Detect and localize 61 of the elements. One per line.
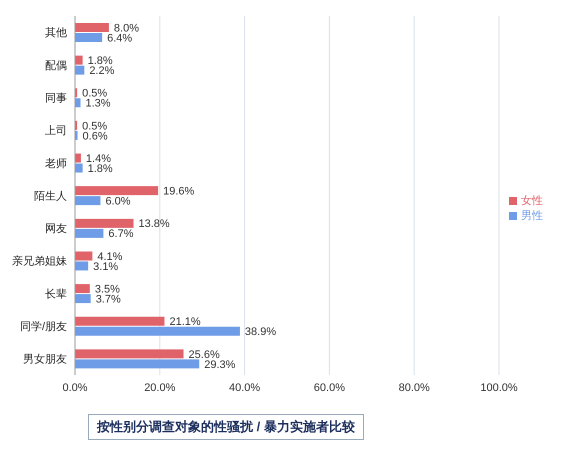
data-label: 1.4%	[86, 152, 112, 165]
x-tick-label: 20.0%	[144, 382, 176, 394]
data-label: 19.6%	[163, 186, 195, 198]
data-label: 2.2%	[89, 65, 115, 78]
data-label: 29.3%	[204, 358, 236, 371]
data-label: 8.0%	[114, 22, 140, 34]
y-tick-label: 其他	[45, 26, 67, 40]
y-tick-label: 上司	[45, 124, 67, 138]
bar	[75, 66, 84, 75]
bar	[75, 294, 91, 304]
data-label: 25.6%	[188, 348, 220, 361]
bar	[75, 284, 90, 294]
text: 按性别分调查对象的性骚扰 / 暴力实施者比较	[88, 414, 364, 440]
data-label: 0.5%	[82, 120, 108, 132]
y-tick-label: 男女朋友	[23, 354, 67, 366]
bar	[75, 316, 164, 326]
bar	[75, 218, 134, 228]
bar	[75, 33, 102, 42]
data-label: 0.5%	[82, 88, 108, 100]
x-tick-label: 60.0%	[314, 382, 346, 394]
data-label: 38.9%	[244, 326, 276, 338]
bar	[75, 23, 109, 32]
bar	[75, 349, 184, 358]
bar	[75, 164, 83, 173]
legend-label: 女性	[521, 195, 543, 207]
bar	[75, 98, 81, 108]
data-label: 4.1%	[97, 250, 123, 263]
data-label: 6.4%	[107, 32, 132, 44]
x-tick-label: 40.0%	[229, 382, 260, 394]
bar	[75, 261, 88, 270]
bar	[75, 196, 100, 206]
y-tick-label: 亲兄弟姐妹	[12, 254, 67, 268]
data-label: 3.7%	[96, 293, 121, 306]
data-label: 0.6%	[82, 130, 108, 142]
bar	[75, 154, 81, 163]
y-tick-label: 老师	[45, 156, 67, 170]
data-label: 6.7%	[108, 228, 134, 240]
data-label: 3.1%	[93, 260, 118, 273]
y-tick-label: 长辈	[45, 287, 67, 300]
y-tick-label: 同学/朋友	[20, 320, 67, 333]
bar	[75, 186, 158, 196]
data-label: 1.8%	[88, 162, 113, 175]
data-label: 1.8%	[88, 55, 113, 68]
data-label: 21.1%	[169, 316, 201, 328]
data-label: 6.0%	[105, 196, 131, 208]
x-tick-label: 100.0%	[480, 382, 518, 394]
bar	[75, 326, 240, 336]
x-tick-label: 80.0%	[398, 382, 430, 394]
y-tick-label: 同事	[45, 91, 67, 104]
bar	[75, 251, 92, 260]
bar	[75, 56, 83, 65]
y-tick-label: 配偶	[45, 60, 67, 72]
y-tick-label: 网友	[45, 223, 67, 236]
y-tick-label: 陌生人	[34, 189, 67, 202]
data-label: 1.3%	[86, 98, 111, 110]
data-label: 3.5%	[94, 283, 120, 296]
bar	[75, 228, 104, 238]
bar	[75, 359, 200, 368]
legend-label: 男性	[521, 210, 543, 222]
x-tick-label: 0.0%	[62, 382, 88, 394]
data-label: 13.8%	[138, 218, 170, 230]
